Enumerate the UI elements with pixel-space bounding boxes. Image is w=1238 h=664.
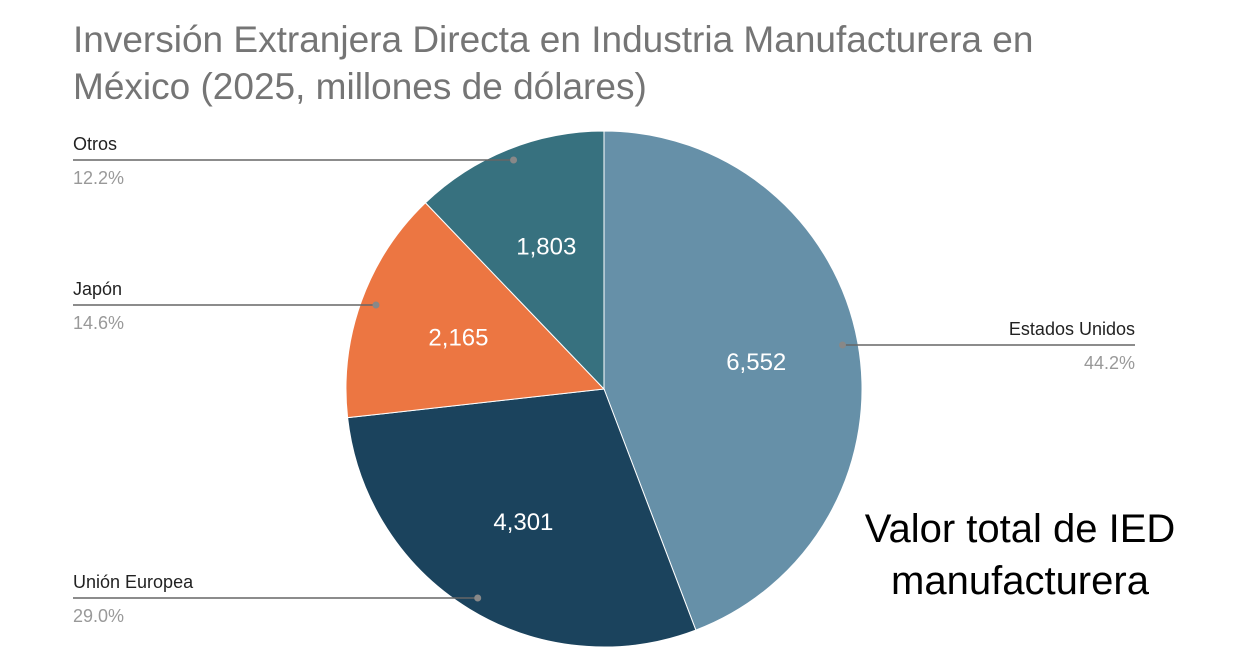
pie-slice-japon xyxy=(345,202,606,419)
slice-name-label: Japón xyxy=(73,279,122,299)
leader-dot xyxy=(839,341,847,349)
slice-percent-label: 14.6% xyxy=(73,313,124,333)
slice-name-label: Unión Europea xyxy=(73,572,194,592)
slice-name-label: Estados Unidos xyxy=(1009,319,1135,339)
pie-slice-union-europea xyxy=(347,388,697,648)
slice-percent-label: 29.0% xyxy=(73,606,124,626)
leader-dot xyxy=(474,594,482,602)
slice-percent-label: 12.2% xyxy=(73,168,124,188)
slice-value-label: 4,301 xyxy=(493,509,553,536)
slice-name-label: Otros xyxy=(73,134,117,154)
slice-value-label: 1,803 xyxy=(516,233,576,260)
slice-value-label: 2,165 xyxy=(428,324,488,351)
pie-slice-otros xyxy=(424,130,605,391)
leader-dot xyxy=(510,156,518,164)
slice-percent-label: 44.2% xyxy=(1084,353,1135,373)
chart-title: Inversión Extranjera Directa en Industri… xyxy=(73,19,1034,107)
total-annotation: Valor total de IED manufacturera xyxy=(864,507,1176,603)
leader-dot xyxy=(372,301,380,309)
slice-value-label: 6,552 xyxy=(726,349,786,376)
pie-slice-estados-unidos xyxy=(603,130,863,631)
